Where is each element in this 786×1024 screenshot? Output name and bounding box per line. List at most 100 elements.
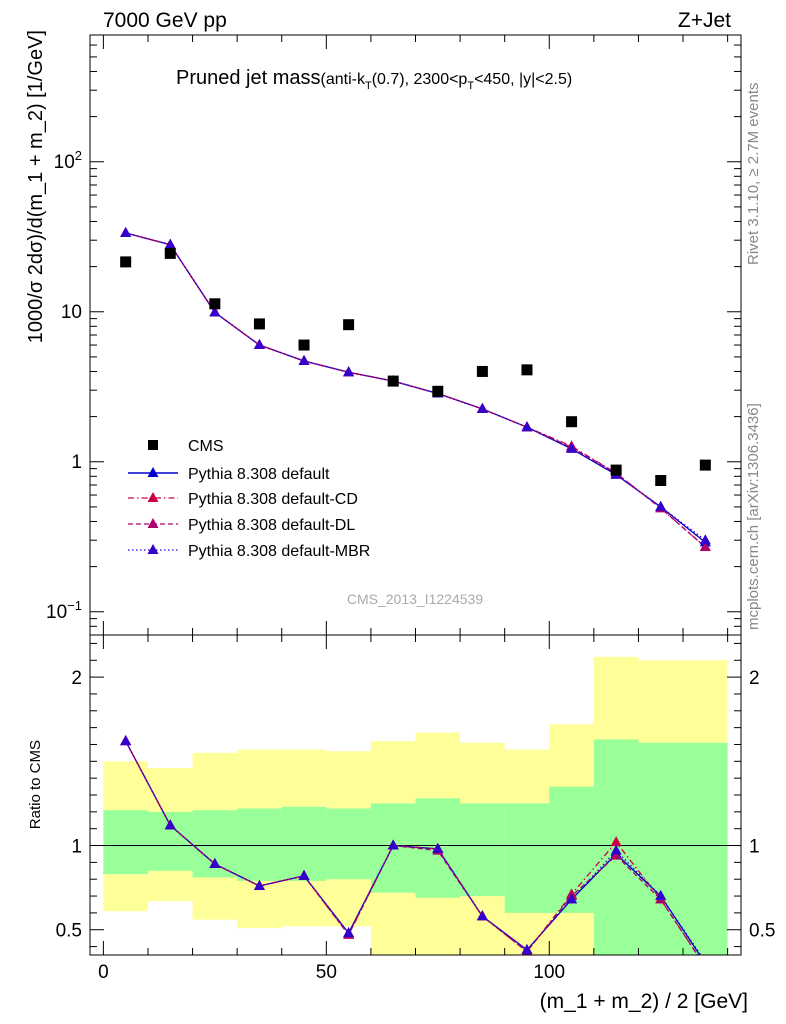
main-point-cms <box>655 475 667 487</box>
legend-item-cms: CMS <box>148 438 224 455</box>
main-point-cms <box>209 298 221 310</box>
main-point-mbr <box>298 354 310 365</box>
legend-dl-label: Pythia 8.308 default-DL <box>188 517 355 534</box>
main-point-mbr <box>699 534 711 545</box>
ratio-series-line-dl <box>125 740 699 955</box>
main-y-tick-label: 1 <box>71 452 82 473</box>
title-sub-ksub: T <box>365 80 372 92</box>
main-point-mbr <box>209 306 221 317</box>
ratio-band-green <box>460 803 505 897</box>
main-y-tick-label: 102 <box>54 148 82 173</box>
ratio-point-default <box>700 957 711 967</box>
ratio-point-mbr <box>209 858 221 869</box>
ratio-bands <box>103 656 728 955</box>
ratio-axes: 0.5 0.5 1 1 2 2 0 50 100 <box>56 635 775 983</box>
ratio-point-cd <box>610 836 622 847</box>
plot-title: Pruned jet mass(anti-kT(0.7), 2300<pT<45… <box>176 67 572 92</box>
ratio-point-mbr <box>120 735 132 746</box>
ratio-point-mbr <box>387 839 399 850</box>
x-tick-label: 0 <box>98 962 109 983</box>
main-series-line-mbr <box>125 232 706 541</box>
ratio-y-axis-label: Ratio to CMS <box>27 740 44 829</box>
ratio-point-dl <box>700 961 711 971</box>
legend-dl-marker <box>147 518 159 528</box>
legend-cms-marker <box>148 440 158 450</box>
legend-cd-marker <box>147 492 159 502</box>
ratio-band-green <box>281 806 327 881</box>
legend-item-cd: Pythia 8.308 default-CD <box>128 491 358 508</box>
mcplots-label: mcplots.cern.ch [arXiv:1306.3436] <box>745 403 762 630</box>
ratio-point-mbr <box>521 943 533 954</box>
ratio-point-dl <box>610 849 622 860</box>
title-sub-mid: (0.7), 2300<p <box>372 71 468 88</box>
ratio-panel: 0.5 0.5 1 1 2 2 0 50 100 <box>56 634 775 983</box>
ratio-band-green <box>103 810 148 875</box>
legend-item-default: Pythia 8.308 default <box>128 466 330 483</box>
header-left: 7000 GeV pp <box>103 9 227 32</box>
ratio-band-green <box>237 808 282 881</box>
main-point-cms <box>343 319 355 331</box>
main-point-cms <box>298 339 310 351</box>
ratio-point-mbr <box>476 910 488 921</box>
legend-cms-label: CMS <box>188 438 224 455</box>
ratio-band-green <box>326 808 371 880</box>
ratio-y-tick-label-left: 2 <box>71 668 82 689</box>
watermark-label: CMS_2013_I1224539 <box>347 591 483 607</box>
main-point-cms <box>699 459 711 471</box>
main-point-cms <box>521 364 533 376</box>
ratio-series-line-mbr <box>125 740 702 955</box>
ratio-y-tick-label-right: 0.5 <box>749 921 775 942</box>
main-point-mbr <box>566 442 578 453</box>
ratio-panel-frame <box>89 634 742 956</box>
main-y-tick-label: 10−1 <box>46 598 82 623</box>
main-point-cms <box>253 318 265 330</box>
main-point-cms <box>432 385 444 397</box>
legend-default-marker <box>147 467 159 477</box>
main-point-cms <box>120 256 132 268</box>
legend-mbr-label: Pythia 8.308 default-MBR <box>188 543 370 560</box>
ratio-point-mbr <box>253 879 265 890</box>
ratio-point-mbr <box>655 890 667 901</box>
title-sub-pre: (anti-k <box>321 71 366 88</box>
main-point-mbr <box>120 227 132 238</box>
title-sub-post: <450, |y|<2.5) <box>474 71 572 88</box>
main-point-mbr <box>343 366 355 377</box>
x-axis-label: (m_1 + m_2) / 2 [GeV] <box>540 990 748 1013</box>
main-point-cms <box>387 375 399 387</box>
x-tick-label: 50 <box>316 962 337 983</box>
ratio-y-tick-label-left: 1 <box>71 837 82 858</box>
main-point-dl <box>699 541 711 552</box>
ratio-point-mbr <box>164 819 176 830</box>
main-point-cms <box>610 464 622 476</box>
ratio-point-cd <box>700 961 711 971</box>
legend-default-label: Pythia 8.308 default <box>188 466 330 483</box>
legend-cd-label: Pythia 8.308 default-CD <box>188 491 358 508</box>
ratio-y-tick-label-left: 0.5 <box>56 921 82 942</box>
main-axes: 10−1 1 10 102 <box>46 34 741 636</box>
main-point-mbr <box>164 238 176 249</box>
ratio-point-mbr <box>566 893 578 904</box>
main-point-cms <box>566 416 578 428</box>
header-right: Z+Jet <box>678 9 731 32</box>
ratio-point-mbr <box>343 927 355 938</box>
rivet-label: Rivet 3.1.10, ≥ 2.7M events <box>745 83 762 266</box>
main-series <box>120 227 711 552</box>
main-point-mbr <box>521 421 533 432</box>
ratio-point-mbr <box>610 844 622 855</box>
main-point-mbr <box>476 402 488 413</box>
ratio-point-mbr <box>700 956 711 966</box>
main-panel: 10−1 1 10 102 <box>46 34 742 636</box>
main-point-cms <box>476 365 488 377</box>
legend: CMS Pythia 8.308 default Pythia 8.308 de… <box>128 438 370 560</box>
title-main: Pruned jet mass <box>176 67 321 89</box>
ratio-point-mbr <box>298 869 310 880</box>
ratio-y-tick-label-right: 2 <box>749 668 760 689</box>
legend-item-mbr: Pythia 8.308 default-MBR <box>128 543 370 560</box>
legend-mbr-marker <box>147 544 159 554</box>
main-point-mbr <box>655 500 667 511</box>
main-point-mbr <box>253 339 265 350</box>
legend-item-dl: Pythia 8.308 default-DL <box>128 517 355 534</box>
main-point-cms <box>164 247 176 259</box>
main-y-tick-label: 10 <box>61 302 82 323</box>
